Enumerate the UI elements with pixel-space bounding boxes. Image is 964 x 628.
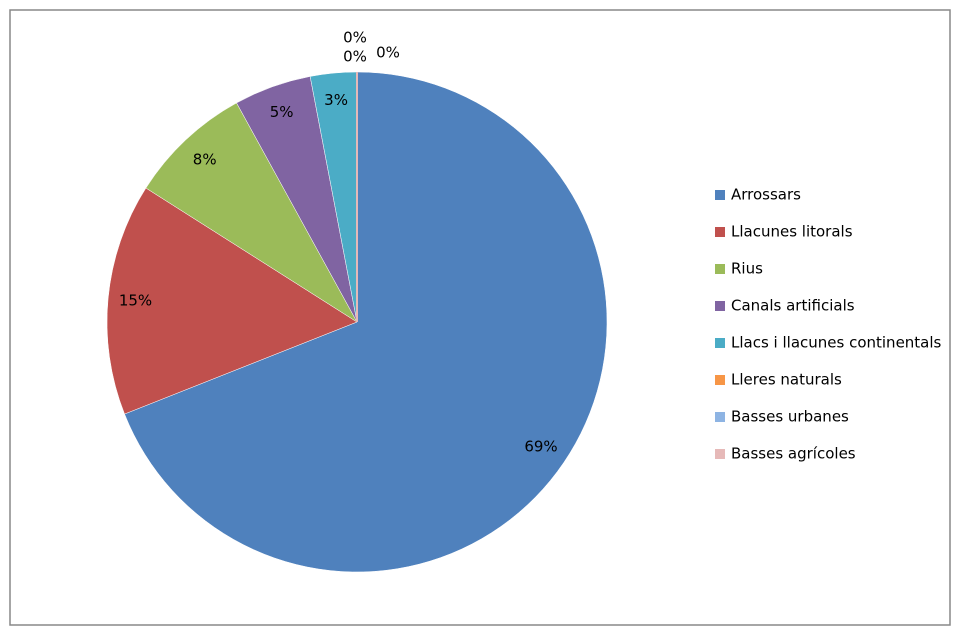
data-label: 3%: [324, 91, 348, 109]
data-label: 0%: [343, 48, 367, 66]
data-label: 5%: [270, 103, 294, 121]
legend-swatch: [715, 412, 725, 422]
legend-swatch: [715, 227, 725, 237]
legend-swatch: [715, 338, 725, 348]
pie-slice: [124, 71, 608, 573]
legend-label: Llacs i llacunes continentals: [731, 334, 942, 352]
legend-label: Arrossars: [731, 186, 801, 204]
legend-label: Basses agrícoles: [731, 445, 856, 463]
pie-slice: [106, 187, 358, 415]
data-label: 0%: [343, 29, 367, 47]
data-label: 15%: [119, 292, 152, 310]
legend-label: Llacunes litorals: [731, 223, 853, 241]
legend-swatch: [715, 301, 725, 311]
data-label: 69%: [524, 438, 557, 456]
legend-label: Basses urbanes: [731, 408, 849, 426]
pie-slice: [145, 102, 358, 323]
legend-swatch: [715, 449, 725, 459]
legend-swatch: [715, 190, 725, 200]
legend-label: Lleres naturals: [731, 371, 842, 389]
data-label: 8%: [193, 150, 217, 168]
data-label: 0%: [376, 44, 400, 62]
legend-label: Rius: [731, 260, 763, 278]
legend-label: Canals artificials: [731, 297, 855, 315]
legend-swatch: [715, 375, 725, 385]
legend-swatch: [715, 264, 725, 274]
